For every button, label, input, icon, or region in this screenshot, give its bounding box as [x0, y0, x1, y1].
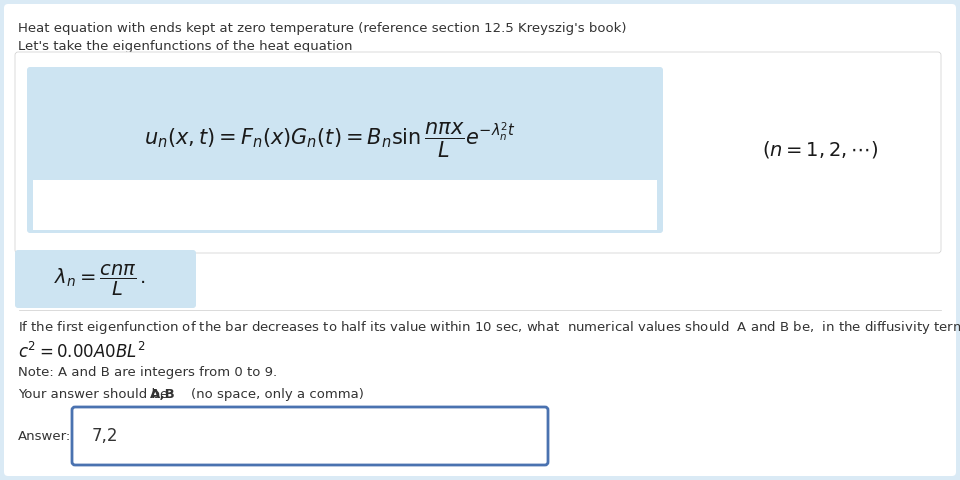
Text: Note: A and B are integers from 0 to 9.: Note: A and B are integers from 0 to 9.	[18, 366, 277, 379]
Text: Your answer should be:: Your answer should be:	[18, 388, 181, 401]
Text: Heat equation with ends kept at zero temperature (reference section 12.5 Kreyszi: Heat equation with ends kept at zero tem…	[18, 22, 627, 35]
Text: Let's take the eigenfunctions of the heat equation: Let's take the eigenfunctions of the hea…	[18, 40, 352, 53]
Text: Answer:: Answer:	[18, 430, 71, 443]
FancyBboxPatch shape	[4, 4, 956, 476]
FancyBboxPatch shape	[15, 52, 941, 253]
Text: A,B: A,B	[150, 388, 176, 401]
FancyBboxPatch shape	[15, 250, 196, 308]
Text: (no space, only a comma): (no space, only a comma)	[174, 388, 364, 401]
Text: $c^2 = 0.00A0BL^2$: $c^2 = 0.00A0BL^2$	[18, 342, 145, 362]
Text: $u_n(x, t) = F_n(x)G_n(t) = B_n \sin \dfrac{n\pi x}{L} e^{-\lambda_n^2 t}$: $u_n(x, t) = F_n(x)G_n(t) = B_n \sin \df…	[144, 120, 516, 160]
Text: $(n = 1, 2, \cdots)$: $(n = 1, 2, \cdots)$	[762, 140, 878, 160]
Text: $\lambda_n = \dfrac{cn\pi}{L}\,.$: $\lambda_n = \dfrac{cn\pi}{L}\,.$	[54, 263, 146, 298]
Bar	[33, 180, 657, 230]
FancyBboxPatch shape	[27, 67, 663, 233]
Text: If the first eigenfunction of the bar decreases to half its value within 10 sec,: If the first eigenfunction of the bar de…	[18, 318, 960, 337]
FancyBboxPatch shape	[72, 407, 548, 465]
Text: 7,2: 7,2	[92, 427, 118, 445]
